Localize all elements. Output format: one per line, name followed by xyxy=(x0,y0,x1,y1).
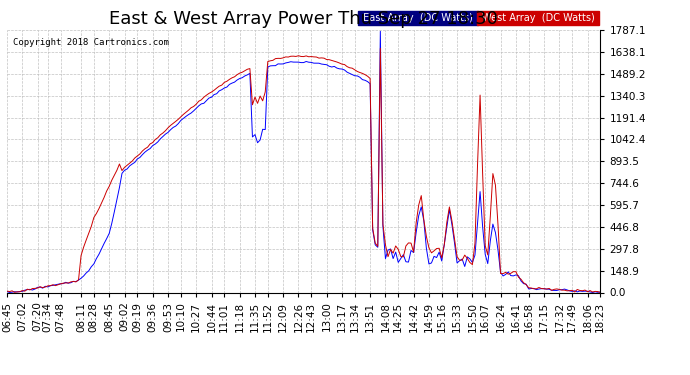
Text: Copyright 2018 Cartronics.com: Copyright 2018 Cartronics.com xyxy=(13,38,169,47)
Text: West Array  (DC Watts): West Array (DC Watts) xyxy=(479,13,598,23)
Text: East Array  (DC Watts): East Array (DC Watts) xyxy=(360,13,476,23)
Title: East & West Array Power Thu Sep 27 18:30: East & West Array Power Thu Sep 27 18:30 xyxy=(109,10,498,28)
